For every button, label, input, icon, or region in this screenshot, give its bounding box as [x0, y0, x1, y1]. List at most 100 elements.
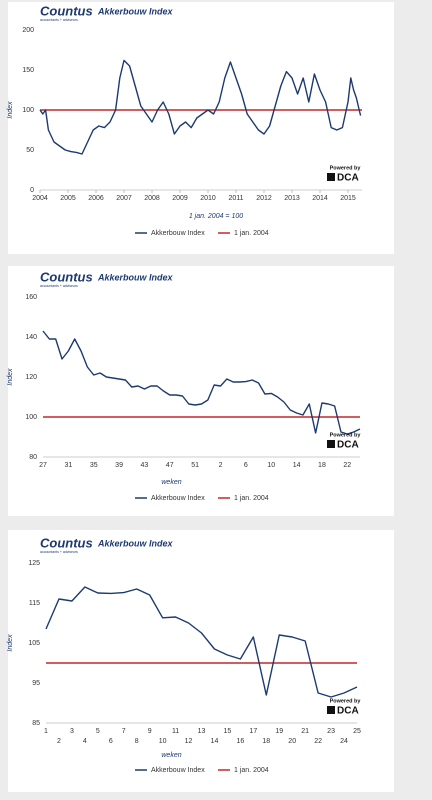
x-axis-label: weken [161, 752, 181, 759]
x-tick-label: 35 [90, 462, 98, 469]
y-tick-label: 200 [22, 27, 34, 34]
x-tick-label: 21 [301, 728, 309, 735]
dca-icon [327, 440, 335, 448]
x-tick-label: 24 [340, 738, 348, 745]
y-tick-label: 150 [22, 67, 34, 74]
x-axis-label: weken [161, 479, 181, 486]
x-tick-label: 10 [159, 738, 167, 745]
x-tick-label: 2005 [60, 195, 76, 202]
panel [8, 266, 394, 516]
brand: Countus [40, 3, 93, 18]
x-tick-label: 10 [267, 462, 275, 469]
y-tick-label: 80 [29, 454, 37, 461]
x-tick-label: 2 [219, 462, 223, 469]
x-tick-label: 3 [70, 728, 74, 735]
dca-logo: DCA [337, 440, 359, 451]
x-tick-label: 47 [166, 462, 174, 469]
x-tick-label: 18 [262, 738, 270, 745]
data-line [42, 330, 361, 435]
y-tick-label: 50 [26, 147, 34, 154]
x-tick-label: 2006 [88, 195, 104, 202]
y-tick-label: 140 [25, 334, 37, 341]
y-axis-label: Index [7, 368, 14, 386]
legend-label: Akkerbouw Index [151, 495, 205, 502]
powered-by: Powered by [330, 432, 362, 438]
x-tick-label: 18 [318, 462, 326, 469]
x-tick-label: 13 [198, 728, 206, 735]
x-tick-label: 43 [141, 462, 149, 469]
x-tick-label: 2013 [284, 195, 300, 202]
x-tick-label: 51 [191, 462, 199, 469]
x-tick-label: 14 [211, 738, 219, 745]
x-tick-label: 1 [44, 728, 48, 735]
x-tick-label: 2014 [312, 195, 328, 202]
x-tick-label: 2015 [340, 195, 356, 202]
y-tick-label: 0 [30, 187, 34, 194]
x-tick-label: 11 [172, 728, 179, 735]
dca-logo: DCA [337, 173, 359, 184]
y-tick-label: 115 [29, 600, 40, 607]
panel [8, 530, 394, 792]
x-tick-label: 12 [185, 738, 193, 745]
x-tick-label: 2012 [256, 195, 272, 202]
legend-label: Akkerbouw Index [151, 230, 205, 237]
data-line [45, 586, 358, 698]
brand-tagline: accountants + adviseurs [40, 550, 78, 554]
y-tick-label: 100 [25, 414, 37, 421]
x-tick-label: 15 [224, 728, 232, 735]
legend-label: 1 jan. 2004 [234, 495, 269, 502]
x-tick-label: 5 [96, 728, 100, 735]
chart-title: Akkerbouw Index [97, 538, 174, 548]
powered-by: Powered by [330, 698, 362, 704]
x-tick-label: 2010 [200, 195, 216, 202]
x-tick-label: 2 [57, 738, 61, 745]
x-tick-label: 2008 [144, 195, 160, 202]
y-tick-label: 120 [25, 374, 37, 381]
x-tick-label: 27 [39, 462, 47, 469]
legend-label: Akkerbouw Index [151, 767, 205, 774]
x-tick-label: 8 [135, 738, 139, 745]
x-tick-label: 2007 [116, 195, 132, 202]
dca-icon [327, 706, 335, 714]
x-tick-label: 2004 [32, 195, 48, 202]
panel [8, 2, 394, 254]
chart-title: Akkerbouw Index [97, 272, 174, 282]
brand-tagline: accountants + adviseurs [40, 18, 78, 22]
y-tick-label: 125 [28, 560, 40, 567]
x-tick-label: 31 [64, 462, 72, 469]
x-tick-label: 6 [109, 738, 113, 745]
x-tick-label: 9 [148, 728, 152, 735]
x-tick-label: 6 [244, 462, 248, 469]
x-tick-label: 17 [249, 728, 257, 735]
annotation: 1 jan. 2004 = 100 [189, 213, 243, 220]
x-tick-label: 2011 [228, 195, 243, 202]
x-tick-label: 22 [314, 738, 322, 745]
brand: Countus [40, 269, 93, 284]
x-tick-label: 2009 [172, 195, 188, 202]
x-tick-label: 16 [236, 738, 244, 745]
data-line [39, 59, 362, 155]
x-tick-label: 7 [122, 728, 126, 735]
legend-label: 1 jan. 2004 [234, 230, 269, 237]
x-tick-label: 22 [343, 462, 351, 469]
x-tick-label: 19 [275, 728, 283, 735]
y-tick-label: 95 [32, 680, 40, 687]
y-axis-label: Index [7, 101, 14, 119]
y-tick-label: 100 [22, 107, 34, 114]
y-tick-label: 85 [32, 720, 40, 727]
x-tick-label: 4 [83, 738, 87, 745]
x-tick-label: 14 [293, 462, 301, 469]
brand-tagline: accountants + adviseurs [40, 284, 78, 288]
powered-by: Powered by [330, 165, 362, 171]
x-tick-label: 23 [327, 728, 335, 735]
chart-title: Akkerbouw Index [97, 6, 174, 16]
x-tick-label: 39 [115, 462, 123, 469]
legend-label: 1 jan. 2004 [234, 767, 269, 774]
y-tick-label: 105 [28, 640, 40, 647]
y-axis-label: Index [7, 634, 14, 652]
x-tick-label: 25 [353, 728, 361, 735]
dca-logo: DCA [337, 706, 359, 717]
dca-icon [327, 173, 335, 181]
